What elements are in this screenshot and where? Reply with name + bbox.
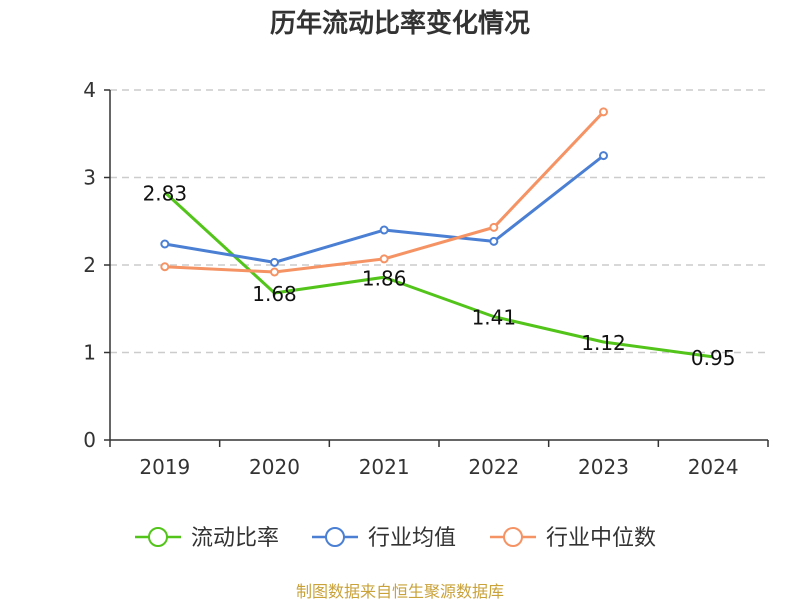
data-labels: 2.83 1.68 1.86 1.41 1.12 0.95 [143, 181, 736, 370]
legend-marker [148, 527, 168, 547]
legend-marker [325, 527, 345, 547]
y-tick-label: 2 [83, 253, 96, 277]
data-point [379, 254, 389, 264]
x-tick-label: 2023 [578, 455, 629, 479]
data-point [379, 225, 389, 235]
x-tick-labels: 2019 2020 2021 2022 2023 2024 [139, 455, 738, 479]
y-tick-labels: 0 1 2 3 4 [83, 78, 96, 452]
legend[interactable]: 流动比率 行业均值 行业中位数 [135, 526, 656, 551]
data-point [270, 257, 279, 267]
x-tick-label: 2020 [249, 455, 300, 479]
x-tick-label: 2019 [139, 455, 190, 479]
legend-item[interactable]: 流动比率 [135, 526, 279, 551]
legend-item[interactable]: 行业均值 [312, 526, 456, 551]
legend-item[interactable]: 行业中位数 [490, 526, 656, 551]
y-tick-label: 4 [83, 78, 96, 102]
data-label: 1.12 [581, 331, 626, 355]
data-label: 2.83 [143, 181, 188, 205]
data-point [489, 222, 499, 232]
data-label: 1.41 [472, 306, 517, 330]
axes [104, 89, 769, 447]
series-line [164, 110, 605, 274]
legend-marker [503, 527, 523, 547]
x-tick-label: 2022 [468, 455, 519, 479]
data-point [489, 236, 499, 246]
data-point [599, 107, 608, 117]
x-tick-label: 2024 [688, 455, 739, 479]
data-label: 1.68 [252, 282, 297, 306]
data-point [599, 151, 608, 161]
legend-label: 流动比率 [191, 526, 279, 551]
legend-label: 行业中位数 [546, 526, 656, 551]
chart-title: 历年流动比率变化情况 [270, 8, 530, 39]
series-lines [160, 107, 714, 359]
legend-label: 行业均值 [368, 526, 456, 551]
data-point [270, 267, 279, 277]
data-label: 0.95 [691, 346, 736, 370]
series-line [164, 154, 605, 264]
data-point [160, 239, 170, 249]
gridlines [110, 89, 768, 354]
data-point [160, 262, 170, 272]
source-note: 制图数据来自恒生聚源数据库 [296, 582, 504, 600]
series-line [163, 191, 714, 359]
y-tick-label: 3 [83, 166, 96, 190]
y-tick-label: 1 [83, 341, 96, 365]
y-tick-label: 0 [83, 428, 96, 452]
data-label: 1.86 [362, 266, 407, 290]
x-tick-label: 2021 [359, 455, 410, 479]
